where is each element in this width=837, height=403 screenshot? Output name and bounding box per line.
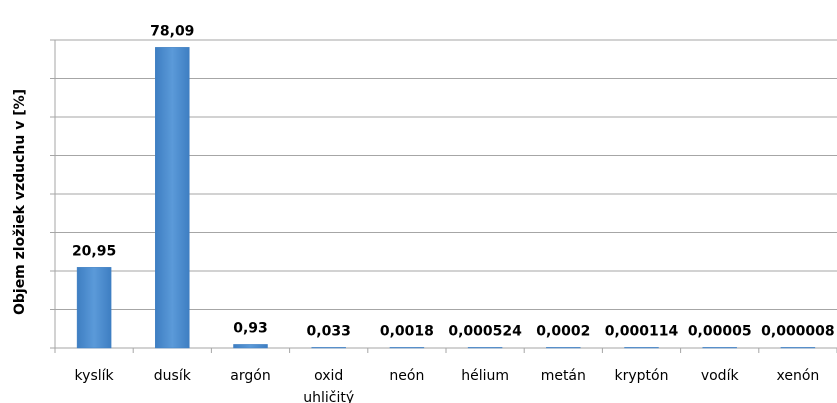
data-label: 0,000008	[761, 323, 835, 339]
data-label: 0,000114	[605, 323, 679, 339]
category-label: kyslík	[75, 368, 115, 384]
data-label: 78,09	[150, 23, 194, 39]
bar	[467, 347, 503, 349]
data-label: 0,0018	[380, 323, 434, 339]
category-label: metán	[541, 368, 586, 384]
data-label: 0,033	[307, 323, 351, 339]
category-label: oxid	[314, 368, 343, 384]
bar	[76, 267, 112, 349]
bar	[624, 347, 659, 349]
data-label: 0,00005	[688, 323, 752, 339]
bar	[389, 347, 425, 349]
bar	[311, 347, 346, 349]
category-label: xenón	[777, 368, 820, 384]
data-label: 0,0002	[536, 323, 590, 339]
data-label: 20,95	[72, 243, 116, 259]
bar	[780, 347, 816, 349]
bars	[76, 47, 816, 349]
bar	[546, 347, 581, 349]
bar	[155, 47, 190, 349]
category-label: kryptón	[615, 368, 669, 384]
category-labels: kyslík dusík argón oxid uhličitý neón hélium me…	[75, 368, 820, 403]
category-label: hélium	[461, 368, 509, 384]
category-label: argón	[230, 368, 270, 384]
data-labels: 20,95 78,09 0,93 0,033 0,0018 0,000524 0,0002 0…	[72, 23, 835, 339]
bar	[233, 344, 268, 349]
category-label: neón	[389, 368, 424, 384]
category-label: vodík	[701, 368, 740, 384]
category-label: dusík	[154, 368, 192, 384]
data-label: 0,93	[233, 320, 268, 336]
y-axis-label: Objem zložiek vzduchu v [%]	[12, 89, 28, 315]
category-label: uhličitý	[303, 390, 354, 403]
bar	[702, 347, 737, 349]
data-label: 0,000524	[448, 323, 522, 339]
